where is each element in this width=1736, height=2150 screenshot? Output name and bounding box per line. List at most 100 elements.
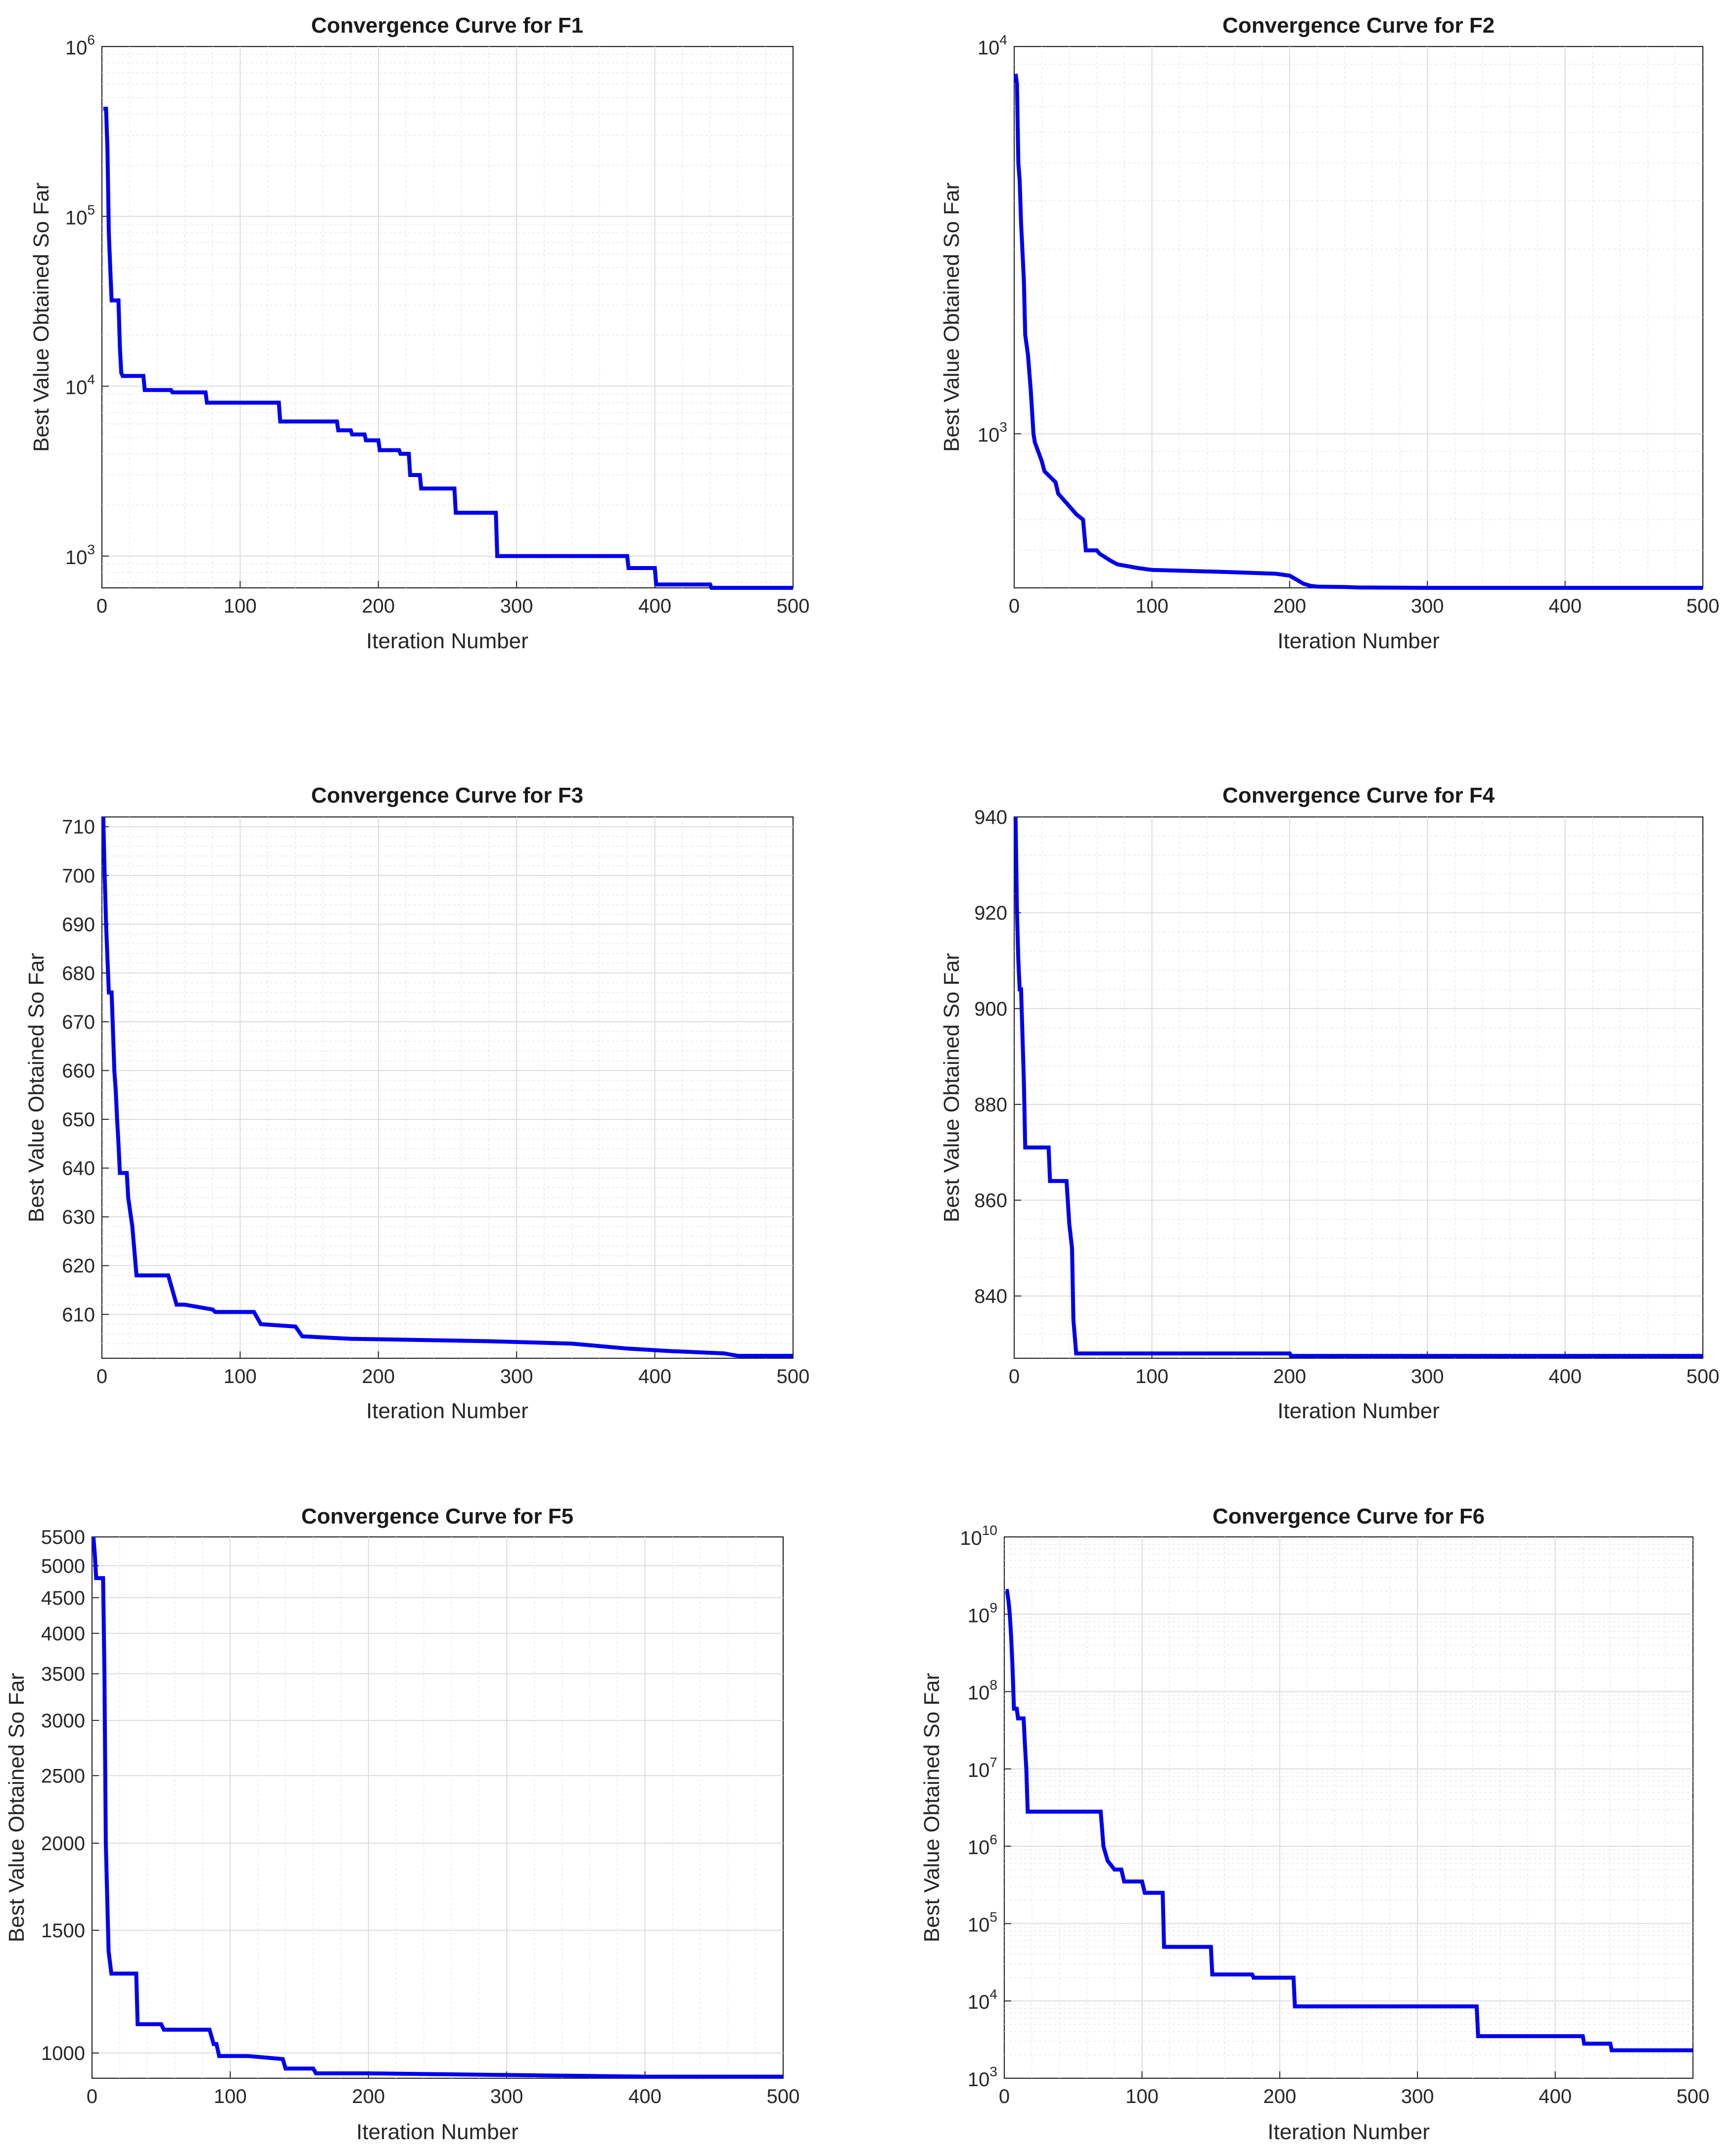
x-tick-label: 0 <box>96 1366 107 1387</box>
y-tick-label: 640 <box>62 1158 95 1180</box>
x-tick-label: 200 <box>1273 595 1306 617</box>
y-tick-label: 106 <box>65 32 95 59</box>
chart-title: Convergence Curve for F2 <box>1222 13 1495 38</box>
grid <box>92 1537 783 2078</box>
x-tick-label: 500 <box>1687 1366 1720 1387</box>
y-axis-label: Best Value Obtained So Far <box>29 183 53 452</box>
x-tick-label: 100 <box>1135 1366 1169 1387</box>
y-tick-label: 840 <box>974 1286 1007 1307</box>
y-tick-label: 5500 <box>41 1527 85 1548</box>
panel-f1: 0 100 200 300 400 500 103 104 105 106 Convergence… <box>29 13 809 653</box>
x-tick-label: 100 <box>224 595 257 617</box>
x-tick-label: 300 <box>1411 1366 1444 1387</box>
x-tick-label: 500 <box>1687 595 1720 617</box>
y-tick-label: 630 <box>62 1206 95 1228</box>
chart-title: Convergence Curve for F6 <box>1213 1504 1485 1529</box>
y-tick-label: 5000 <box>41 1555 85 1577</box>
y-tick-label: 107 <box>968 1755 997 1781</box>
panel-f3: 0 100 200 300 400 500 610 620 630 640 650 660 670 680… <box>24 783 809 1423</box>
x-tick-label: 200 <box>1263 2086 1296 2107</box>
y-tick-label: 104 <box>65 372 95 399</box>
y-tick-label: 103 <box>978 420 1007 446</box>
x-tick-label: 500 <box>767 2086 800 2107</box>
y-tick-label: 2000 <box>41 1833 85 1855</box>
y-tick-label: 3500 <box>41 1664 85 1685</box>
y-tick-label: 3000 <box>41 1710 85 1732</box>
y-tick-label: 710 <box>62 816 95 838</box>
y-tick-label: 940 <box>974 807 1007 828</box>
y-tick-label: 2500 <box>41 1765 85 1787</box>
plot-area <box>101 46 794 589</box>
x-tick-label: 200 <box>362 595 395 617</box>
x-tick-label: 400 <box>1548 595 1582 617</box>
axis-ticks: 0 100 200 300 400 500 610 620 630 640 650 660 670 680… <box>62 816 809 1387</box>
y-axis-label: Best Value Obtained So Far <box>939 183 964 452</box>
chart-title: Convergence Curve for F1 <box>311 13 583 38</box>
chart-title: Convergence Curve for F4 <box>1222 783 1495 808</box>
y-tick-label: 105 <box>65 202 95 229</box>
y-tick-label: 920 <box>974 903 1007 924</box>
y-tick-label: 650 <box>62 1109 95 1131</box>
series-line-f4 <box>1013 816 1703 1358</box>
x-tick-label: 400 <box>1539 2086 1572 2107</box>
x-tick-label: 300 <box>490 2086 523 2107</box>
x-tick-label: 400 <box>638 1366 671 1387</box>
y-axis-label: Best Value Obtained So Far <box>4 1673 29 1943</box>
y-tick-label: 105 <box>968 1909 997 1936</box>
plot-area <box>101 816 794 1359</box>
y-tick-label: 880 <box>974 1094 1007 1116</box>
x-axis-label: Iteration Number <box>366 1399 528 1423</box>
x-axis-label: Iteration Number <box>356 2120 518 2144</box>
y-tick-label: 680 <box>62 962 95 984</box>
series-line-f3 <box>101 816 793 1358</box>
plot-area <box>1003 1536 1694 2079</box>
chart-title: Convergence Curve for F5 <box>301 1504 573 1529</box>
series-line-f5 <box>91 1536 783 2079</box>
grid <box>1014 47 1703 588</box>
x-axis-label: Iteration Number <box>1277 629 1440 653</box>
x-tick-label: 200 <box>352 2086 385 2107</box>
panel-f2: 0 100 200 300 400 500 103 104 Convergence Curve… <box>939 13 1719 653</box>
y-tick-label: 1010 <box>960 1523 997 1549</box>
x-tick-label: 100 <box>214 2086 247 2107</box>
y-tick-label: 690 <box>62 914 95 936</box>
x-tick-label: 100 <box>224 1366 257 1387</box>
x-tick-label: 200 <box>362 1366 395 1387</box>
x-axis-label: Iteration Number <box>1277 1399 1440 1423</box>
x-tick-label: 100 <box>1135 595 1169 617</box>
series-line-f2 <box>1013 73 1703 590</box>
panel-f4: 0 100 200 300 400 500 840 860 880 900 920 940 Conve… <box>939 783 1719 1423</box>
chart-title: Convergence Curve for F3 <box>311 783 583 808</box>
y-tick-label: 860 <box>974 1190 1007 1212</box>
x-tick-label: 0 <box>999 2086 1010 2107</box>
plot-area <box>1013 816 1704 1359</box>
grid <box>1004 1537 1693 2078</box>
y-tick-label: 660 <box>62 1060 95 1082</box>
x-tick-label: 200 <box>1273 1366 1306 1387</box>
y-tick-label: 610 <box>62 1304 95 1326</box>
y-tick-label: 4000 <box>41 1623 85 1645</box>
x-axis-label: Iteration Number <box>1267 2120 1430 2144</box>
x-tick-label: 0 <box>1009 595 1020 617</box>
x-tick-label: 500 <box>777 1366 810 1387</box>
x-tick-label: 500 <box>777 595 810 617</box>
y-tick-label: 109 <box>968 1600 997 1626</box>
x-axis-label: Iteration Number <box>366 629 528 653</box>
x-tick-label: 100 <box>1126 2086 1159 2107</box>
series-line-f6 <box>1005 1589 1693 2053</box>
x-tick-label: 400 <box>628 2086 661 2107</box>
y-axis-label: Best Value Obtained So Far <box>939 953 964 1223</box>
axis-ticks: 0 100 200 300 400 500 840 860 880 900 920 940 <box>974 807 1719 1387</box>
y-tick-label: 670 <box>62 1011 95 1033</box>
x-tick-label: 300 <box>500 1366 533 1387</box>
y-tick-label: 104 <box>978 32 1007 59</box>
x-tick-label: 300 <box>1411 595 1444 617</box>
x-tick-label: 400 <box>1548 1366 1582 1387</box>
x-tick-label: 0 <box>96 595 107 617</box>
y-tick-label: 1500 <box>41 1920 85 1942</box>
axis-ticks: 0 100 200 300 400 500 103 104 105 106 <box>65 32 809 617</box>
x-tick-label: 300 <box>500 595 533 617</box>
axis-ticks: 0 100 200 300 400 500 103 104 105 106 107 108 109 101… <box>960 1523 1709 2107</box>
series-line-f1 <box>103 106 793 590</box>
